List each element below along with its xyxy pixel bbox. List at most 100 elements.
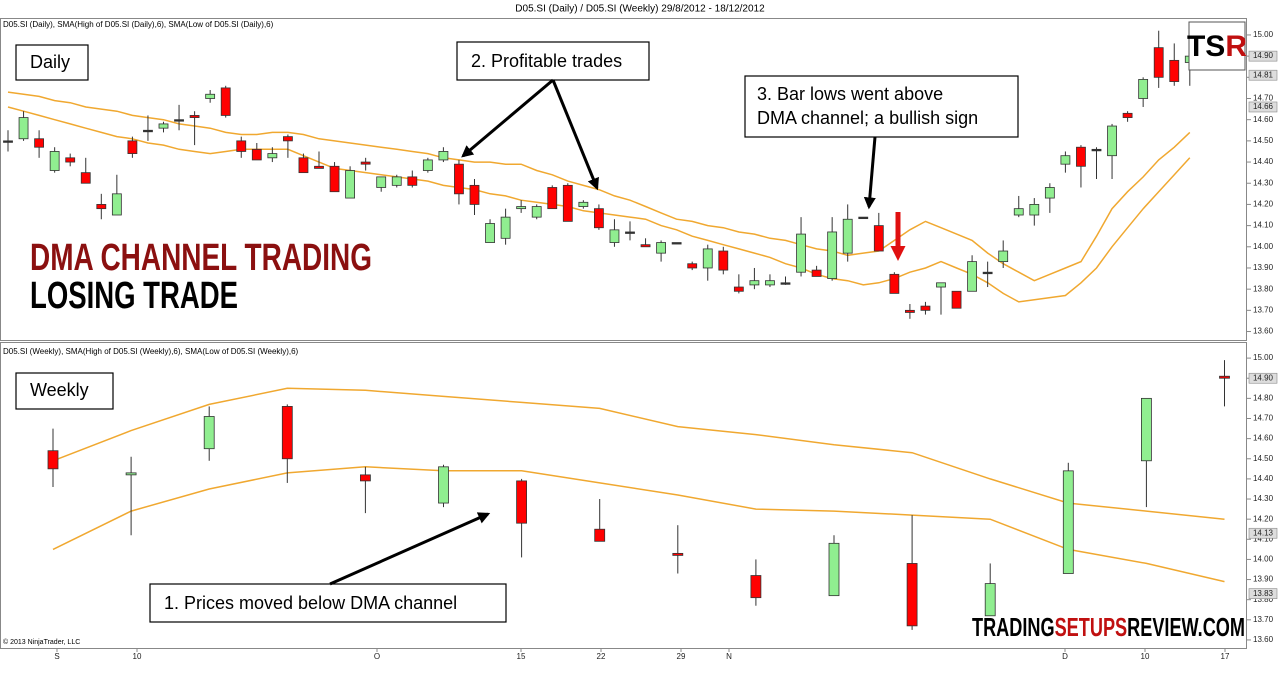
x-tick-label: S — [54, 652, 59, 661]
candle-body — [516, 206, 527, 210]
candle-body — [733, 286, 744, 292]
x-tick-label: N — [726, 652, 732, 661]
y-tick-label: 14.30 — [1253, 178, 1274, 187]
arrow — [461, 78, 554, 158]
candle-body — [967, 261, 977, 292]
y-tick-label: 14.10 — [1253, 534, 1274, 543]
candle-body — [578, 201, 589, 207]
candle-body — [1076, 146, 1086, 167]
price-tag — [1248, 50, 1278, 62]
candle-body — [203, 416, 215, 450]
sma-line — [52, 387, 1225, 520]
candle-body — [905, 309, 915, 313]
candle-body — [65, 157, 76, 163]
copyright: © 2013 NinjaTrader, LLC — [3, 638, 80, 646]
plot-area: 13.60 13.70 13.80 13.90 14.00 14.10 14.20 14.30… — [3, 30, 1274, 661]
candle-body — [189, 115, 200, 118]
x-tick-label: 15 — [517, 652, 526, 661]
candle-body — [920, 305, 931, 311]
x-tick-label: O — [374, 652, 380, 661]
candle-body — [205, 93, 216, 99]
candle-body — [96, 204, 107, 210]
candle-body — [469, 184, 480, 205]
y-tick-label: 13.70 — [1253, 305, 1274, 314]
candle-body — [842, 218, 853, 254]
candle-body — [594, 528, 606, 542]
annotation: 3. Bar lows went above — [757, 84, 943, 104]
candle-body — [47, 450, 59, 470]
y-tick-label: 14.40 — [1253, 157, 1274, 166]
brand: TRADINGSETUPSREVIEW.COM — [972, 612, 1245, 642]
y-tick-label: 14.80 — [1253, 393, 1274, 402]
arrow — [329, 512, 491, 586]
candle-body — [391, 176, 402, 186]
annotation: 2. Profitable trades — [471, 51, 622, 71]
y-tick-label: 13.90 — [1253, 575, 1274, 584]
candle-body — [765, 280, 775, 286]
candle-body — [345, 170, 356, 199]
candle-body — [485, 223, 495, 243]
candle-body — [80, 172, 91, 184]
logo: TSR — [1187, 30, 1247, 63]
candle-body — [1062, 470, 1074, 574]
candle-body — [906, 563, 918, 627]
y-tick-label: 14.70 — [1253, 94, 1274, 103]
y-tick-label: 13.90 — [1253, 263, 1274, 272]
candle-body — [827, 231, 838, 279]
price-tag — [1248, 101, 1278, 113]
candle-body — [1138, 79, 1149, 99]
y-tick-label: 14.20 — [1253, 514, 1274, 523]
candle-body — [251, 148, 262, 161]
y-tick-label: 14.20 — [1253, 200, 1274, 209]
candle-body — [936, 282, 946, 288]
brand-part: REVIEW.COM — [1127, 612, 1245, 642]
candle-body — [1153, 47, 1164, 78]
y-tick-label: 13.80 — [1253, 595, 1274, 604]
candle-body — [314, 165, 324, 169]
candle-body — [749, 280, 760, 286]
subline: LOSING TRADE — [30, 275, 238, 317]
arrow — [551, 79, 599, 191]
daily-panel-title: D05.SI (Daily), SMA(High of D05.SI (Dail… — [3, 20, 274, 29]
page-title: D05.SI (Daily) / D05.SI (Weekly) 29/8/20… — [515, 4, 765, 15]
candle-body — [780, 282, 791, 285]
panel-label-box — [15, 372, 114, 410]
y-tick-label: 15.00 — [1253, 353, 1274, 362]
candle-body — [594, 208, 604, 229]
price-tag-label: 14.66 — [1253, 102, 1274, 111]
candle-body — [672, 552, 684, 556]
candle-body — [143, 129, 153, 133]
candle-body — [125, 472, 137, 476]
candle-body — [1029, 204, 1040, 216]
y-tick-label: 14.00 — [1253, 555, 1274, 564]
candle-body — [1169, 59, 1180, 82]
candle-body — [158, 123, 169, 129]
annotation-box — [149, 583, 507, 623]
candle-body — [671, 242, 682, 245]
y-tick-label: 14.40 — [1253, 474, 1274, 483]
candle-body — [1141, 397, 1152, 462]
candle-body — [828, 542, 840, 597]
candle-body — [516, 480, 527, 524]
candle-body — [796, 233, 806, 273]
candle-body — [750, 575, 762, 599]
candle-body — [1122, 112, 1133, 118]
candle-body — [438, 151, 449, 161]
y-tick-label: 14.60 — [1253, 115, 1274, 124]
price-tag — [1248, 372, 1278, 384]
candle-body — [1219, 375, 1230, 379]
panel-label: Weekly — [30, 380, 89, 400]
candle-body — [359, 474, 371, 482]
logo-part: TS — [1187, 30, 1225, 63]
price-tag — [1248, 69, 1278, 81]
candle-body — [236, 140, 247, 152]
candle-body — [220, 87, 231, 116]
price-tag-label: 14.13 — [1253, 528, 1274, 537]
x-tick-label: 10 — [1141, 652, 1150, 661]
x-tick-label: 22 — [597, 652, 606, 661]
candle-body — [1013, 208, 1024, 216]
panel-label-box — [15, 44, 89, 81]
candle-body — [656, 242, 666, 254]
candle-body — [329, 165, 340, 193]
